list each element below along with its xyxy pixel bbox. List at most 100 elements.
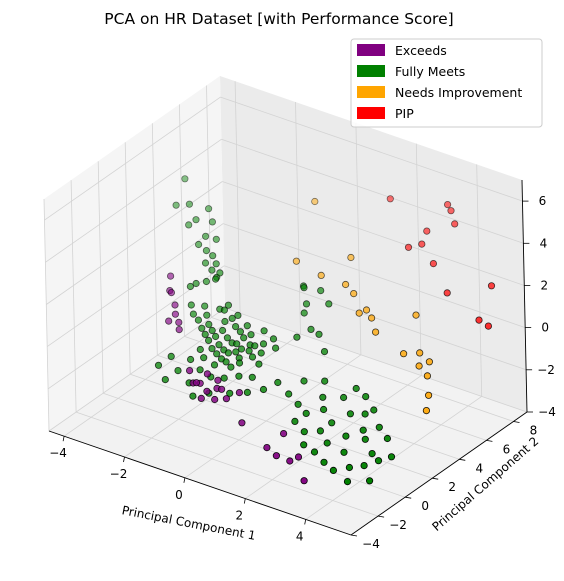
data-point (222, 358, 230, 366)
y-grid-line (75, 411, 379, 517)
data-point (202, 247, 210, 255)
data-point (195, 240, 203, 249)
data-point (424, 391, 433, 399)
axis-lines (48, 179, 528, 536)
floor-pane (49, 308, 527, 535)
data-point (352, 384, 360, 393)
data-point (200, 354, 208, 362)
data-point (220, 306, 228, 314)
data-point (187, 301, 195, 309)
data-point (340, 448, 348, 456)
y-grid-line (97, 161, 104, 394)
data-point (247, 331, 255, 339)
data-point (235, 372, 243, 380)
data-point (263, 443, 271, 452)
data-point (226, 389, 234, 397)
data-point (224, 301, 232, 309)
data-point (371, 328, 380, 336)
data-point (404, 243, 413, 251)
y-grid-line (151, 123, 158, 356)
data-point (172, 201, 180, 209)
data-point (321, 377, 329, 385)
data-point (302, 409, 310, 417)
data-point (175, 325, 183, 334)
y-grid-line (211, 317, 514, 422)
x-tick-mark (123, 456, 125, 463)
legend-label: Exceeds (395, 43, 447, 58)
data-point (196, 366, 204, 374)
data-point (375, 423, 383, 431)
data-point (196, 345, 204, 354)
x-grid-line (245, 375, 422, 499)
data-point (203, 370, 211, 378)
data-point (185, 221, 193, 229)
data-point (255, 360, 263, 368)
z-tick-label: 0 (541, 321, 549, 335)
y-grid-line (124, 142, 131, 375)
data-point (320, 458, 328, 466)
data-point (423, 227, 431, 235)
y-tick-mark (350, 534, 358, 537)
y-tick-mark (513, 421, 520, 423)
x-tick-mark (243, 498, 246, 504)
data-point (315, 330, 323, 338)
data-point (232, 322, 240, 331)
data-point (205, 320, 213, 328)
data-point (154, 361, 163, 369)
data-point (361, 410, 369, 418)
y-tick-label: −4 (362, 537, 380, 551)
data-point (272, 452, 280, 460)
legend-swatch (357, 86, 385, 98)
y-grid-line (43, 198, 50, 432)
data-point (189, 392, 197, 400)
data-point (175, 318, 183, 326)
data-point (233, 340, 241, 348)
data-point (293, 333, 301, 341)
x-grid-line (124, 333, 301, 458)
data-point (221, 317, 229, 326)
data-point (205, 205, 213, 213)
data-point (187, 355, 195, 364)
z-axis-line (521, 179, 528, 413)
data-point (285, 390, 293, 398)
z-tick-label: 4 (540, 236, 548, 250)
data-point (300, 284, 308, 292)
data-point (186, 366, 194, 375)
x-grid-line (184, 354, 362, 479)
data-point (161, 375, 169, 384)
data-point (447, 207, 455, 215)
data-point (269, 335, 278, 343)
z-tick-label: −2 (537, 363, 555, 377)
z-tick-label: −4 (538, 405, 556, 419)
x-tick-mark (183, 477, 186, 483)
chart-title: PCA on HR Dataset [with Performance Scor… (104, 10, 453, 28)
data-point (211, 395, 219, 404)
data-point (279, 429, 288, 438)
data-point (171, 310, 179, 318)
legend-swatch (357, 44, 385, 56)
data-point (451, 220, 459, 228)
y-tick-label: 2 (448, 480, 456, 494)
data-point (361, 435, 369, 443)
data-point (194, 316, 202, 324)
data-point (215, 341, 223, 349)
data-point (359, 426, 367, 434)
data-point (343, 477, 352, 486)
data-point (192, 279, 200, 288)
data-point (317, 286, 325, 295)
data-point (329, 466, 337, 474)
data-point (339, 393, 348, 402)
data-point (208, 344, 216, 353)
data-point (185, 200, 193, 208)
x-tick-label: −2 (110, 467, 128, 481)
data-point (286, 457, 294, 465)
data-point (319, 405, 328, 414)
left-pane (44, 76, 225, 431)
data-point (443, 201, 452, 209)
data-point (367, 314, 376, 322)
y-tick-mark (486, 440, 493, 442)
data-point (362, 306, 371, 314)
data-point (212, 235, 220, 243)
